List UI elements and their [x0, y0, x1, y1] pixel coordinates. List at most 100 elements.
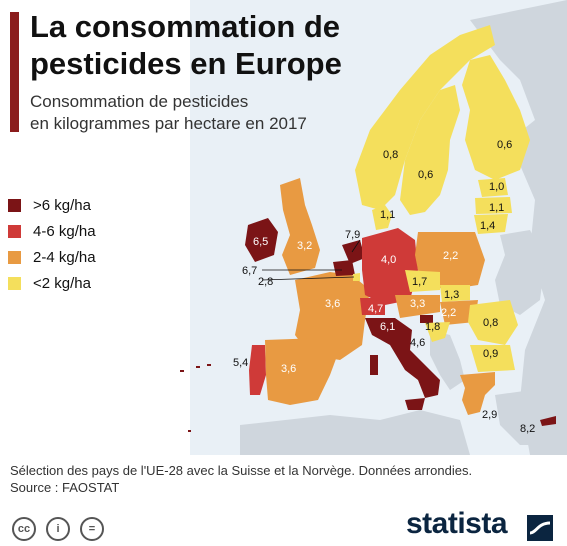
country-sweden [400, 85, 460, 215]
country-ireland [245, 218, 278, 262]
statista-logo-text[interactable]: statista [406, 507, 508, 540]
leader-netherlands [351, 239, 361, 253]
value-portugal: 5,4 [233, 357, 248, 369]
value-france: 3,6 [325, 298, 340, 310]
subtitle-line-1: Consommation de pesticides [30, 92, 249, 111]
country-netherlands [342, 240, 365, 264]
country-estonia [478, 178, 508, 197]
value-ireland: 6,5 [253, 236, 268, 248]
value-norway: 0,8 [383, 149, 398, 161]
value-switzerland: 4,7 [368, 303, 383, 315]
value-greece: 2,9 [482, 409, 497, 421]
value-estonia: 1,0 [489, 181, 504, 193]
value-uk: 3,2 [297, 240, 312, 252]
legend-label: 2-4 kg/ha [33, 248, 96, 266]
legend-swatch [8, 250, 21, 264]
value-croatia: 4,6 [410, 337, 425, 349]
value-netherlands: 7,9 [345, 229, 360, 241]
logo-mark-wave [529, 521, 551, 535]
value-austria: 3,3 [410, 298, 425, 310]
legend-swatch [8, 198, 21, 212]
person-icon[interactable]: i [46, 517, 70, 541]
country-luxembourg [353, 273, 360, 281]
value-finland: 0,6 [497, 139, 512, 151]
value-germany: 4,0 [381, 254, 396, 266]
country-france [295, 272, 370, 360]
value-czechia: 1,7 [412, 276, 427, 288]
bottom-bar: cc i = statista [0, 505, 567, 546]
value-spain: 3,6 [281, 363, 296, 375]
country-slovenia [420, 315, 433, 323]
legend-swatch [8, 224, 21, 238]
country-austria [395, 295, 440, 318]
value-denmark: 1,1 [380, 209, 395, 221]
legend-item: 4-6 kg/ha [8, 218, 96, 244]
cc-icon[interactable]: cc [12, 517, 36, 541]
value-cyprus: 8,2 [520, 423, 535, 435]
page-title: La consommation de pesticides en Europe [30, 9, 342, 81]
value-hungary: 2,2 [441, 307, 456, 319]
value-italy: 6,1 [380, 321, 395, 333]
atlantic-islands [180, 364, 211, 432]
title-accent-bar [10, 12, 19, 132]
value-lithuania: 1,4 [480, 220, 495, 232]
country-lithuania [474, 214, 508, 234]
country-romania [468, 300, 518, 345]
country-switzerland [360, 298, 385, 315]
land-balkans [430, 330, 465, 390]
legend-item: >6 kg/ha [8, 192, 96, 218]
value-luxembourg: 2,8 [258, 276, 273, 288]
country-uk [280, 178, 320, 275]
country-finland [462, 55, 530, 180]
subtitle: Consommation de pesticides en kilogramme… [30, 91, 360, 135]
country-norway [355, 25, 495, 210]
land-belarus-ukraine [495, 230, 545, 315]
country-belgium [333, 260, 355, 276]
value-bulgaria: 0,9 [483, 348, 498, 360]
value-sweden: 0,6 [418, 169, 433, 181]
value-belgium: 6,7 [242, 265, 257, 277]
statista-logo-icon[interactable] [527, 515, 553, 541]
value-poland: 2,2 [443, 250, 458, 262]
equals-icon[interactable]: = [80, 517, 104, 541]
country-croatia [425, 322, 450, 342]
legend: >6 kg/ha 4-6 kg/ha 2-4 kg/ha <2 kg/ha [8, 192, 96, 296]
island [207, 364, 211, 366]
footer-source: Source : FAOSTAT [10, 480, 120, 495]
country-bulgaria [470, 345, 515, 372]
legend-label: <2 kg/ha [33, 274, 91, 292]
legend-item: 2-4 kg/ha [8, 244, 96, 270]
country-spain [265, 338, 340, 405]
leader-luxembourg [261, 276, 355, 281]
land-turkey [495, 385, 567, 445]
value-latvia: 1,1 [489, 202, 504, 214]
country-greece [460, 372, 495, 415]
country-slovakia [440, 285, 470, 302]
country-italy [365, 318, 440, 398]
country-italy-sicily [405, 398, 425, 410]
country-italy-sardinia [370, 355, 378, 375]
island [180, 370, 184, 372]
country-germany [362, 228, 418, 305]
country-latvia [475, 197, 512, 214]
value-slovakia: 1,3 [444, 289, 459, 301]
subtitle-line-2: en kilogrammes par hectare en 2017 [30, 114, 307, 133]
legend-item: <2 kg/ha [8, 270, 96, 296]
footer-note: Sélection des pays de l'UE-28 avec la Su… [10, 463, 473, 478]
island [188, 430, 191, 432]
country-denmark [372, 205, 392, 230]
country-czechia [405, 270, 440, 292]
footer: Sélection des pays de l'UE-28 avec la Su… [10, 462, 560, 496]
country-cyprus [540, 416, 556, 426]
land-russia [470, 0, 567, 455]
land-north-africa [240, 410, 470, 455]
value-slovenia: 1,8 [425, 321, 440, 333]
legend-label: >6 kg/ha [33, 196, 91, 214]
legend-swatch [8, 276, 21, 290]
value-romania: 0,8 [483, 317, 498, 329]
legend-label: 4-6 kg/ha [33, 222, 96, 240]
country-portugal [249, 345, 266, 395]
leader-lines [261, 239, 361, 281]
island [196, 366, 200, 368]
